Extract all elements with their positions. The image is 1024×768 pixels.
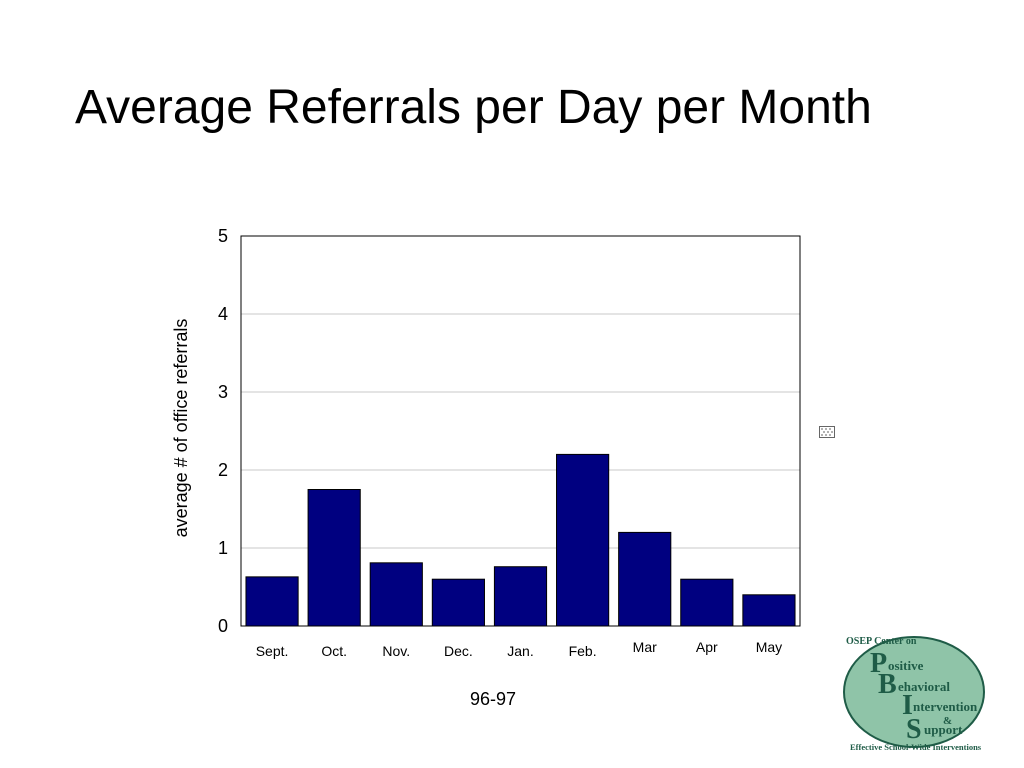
x-tick-label: Oct.	[321, 643, 347, 659]
logo-ampersand: &	[943, 715, 952, 727]
bar	[618, 531, 672, 627]
x-tick-label: May	[756, 639, 782, 655]
x-axis-label: 96-97	[470, 689, 516, 709]
logo-word-behavioral: ehavioral	[898, 679, 950, 694]
logo-word-support: upport	[924, 722, 963, 737]
bar	[680, 578, 734, 627]
y-tick-label: 2	[218, 460, 228, 480]
x-tick-label: Nov.	[382, 643, 410, 659]
bar	[742, 594, 796, 627]
logo-letter-i: I	[902, 690, 913, 721]
slide-title: Average Referrals per Day per Month	[75, 81, 872, 134]
logo-letter-p: P	[870, 648, 887, 679]
bar	[369, 562, 423, 627]
logo-letter-s: S	[906, 714, 922, 745]
bars	[245, 453, 796, 627]
bar	[493, 566, 548, 627]
pbis-logo: OSEP Center on P ositive B ehavioral I n…	[843, 636, 985, 752]
plot-frame	[240, 235, 801, 627]
x-tick-label: Sept.	[256, 643, 289, 659]
x-tick-label: Dec.	[444, 643, 473, 659]
x-tick-label: Jan.	[507, 643, 533, 659]
bar	[307, 489, 361, 627]
legend-swatch-icon	[819, 426, 835, 438]
x-tick-labels: Sept. Oct. Nov. Dec. Jan. Feb. Mar Apr May	[256, 639, 782, 659]
y-tick-labels: 0 1 2 3 4 5	[218, 226, 228, 636]
bar	[431, 578, 485, 627]
logo-tagline: Effective School-Wide Interventions	[850, 742, 982, 752]
y-tick-label: 1	[218, 538, 228, 558]
bar	[245, 576, 299, 627]
logo-letter-b: B	[878, 669, 897, 700]
logo-top-line: OSEP Center on	[846, 636, 917, 647]
y-tick-label: 3	[218, 382, 228, 402]
x-tick-label: Mar	[633, 639, 657, 655]
x-tick-label: Apr	[696, 639, 718, 655]
y-tick-label: 0	[218, 616, 228, 636]
logo-word-intervention: ntervention	[913, 699, 978, 714]
y-axis-label: average # of office referrals	[171, 319, 191, 538]
y-tick-label: 5	[218, 226, 228, 246]
x-tick-label: Feb.	[569, 643, 597, 659]
bar	[556, 453, 610, 627]
logo-word-positive: ositive	[888, 658, 924, 673]
y-tick-label: 4	[218, 304, 228, 324]
